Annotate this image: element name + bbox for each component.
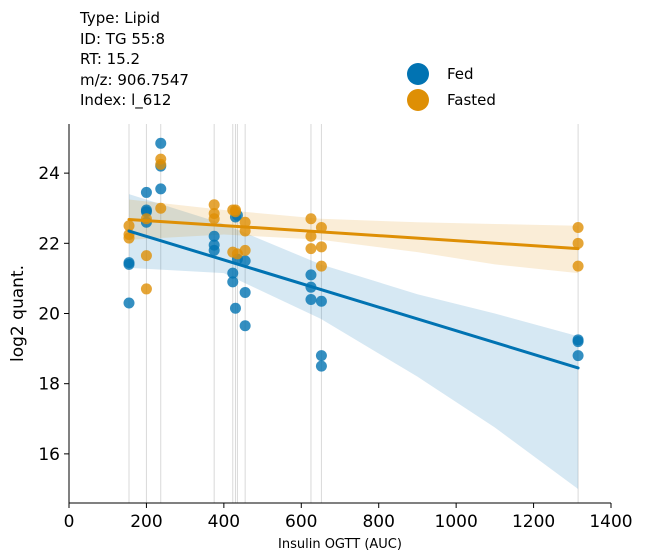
point-fasted-3 bbox=[140, 213, 152, 225]
point-fed-1 bbox=[123, 258, 135, 270]
point-fed-9 bbox=[155, 183, 167, 195]
x-axis-title: Insulin OGTT (AUC) bbox=[278, 537, 402, 552]
point-fed-22 bbox=[305, 269, 317, 281]
rt-label: RT: 15.2 bbox=[80, 50, 141, 68]
point-fasted-21 bbox=[305, 230, 317, 242]
metadata-block: Type: Lipid ID: TG 55:8 RT: 15.2 m/z: 90… bbox=[80, 8, 189, 111]
fit-line-fasted bbox=[127, 217, 580, 251]
point-fasted-27 bbox=[572, 237, 584, 249]
regression-lines bbox=[127, 217, 580, 370]
type-label: Type: Lipid bbox=[80, 9, 161, 27]
point-fed-27 bbox=[315, 360, 327, 372]
point-fasted-11 bbox=[208, 213, 220, 225]
point-fed-3 bbox=[140, 186, 152, 198]
x-tick-label-400: 400 bbox=[208, 512, 240, 532]
index-label: Index: l_612 bbox=[80, 91, 172, 109]
y-tick-label-20: 20 bbox=[38, 305, 60, 325]
point-fed-30 bbox=[572, 350, 584, 362]
point-fed-20 bbox=[239, 286, 251, 298]
point-fed-21 bbox=[239, 320, 251, 332]
point-fasted-19 bbox=[239, 244, 251, 256]
point-fed-14 bbox=[227, 276, 239, 288]
x-tick-label-1200: 1200 bbox=[512, 512, 555, 532]
point-fasted-8 bbox=[155, 202, 167, 214]
x-tick-label-600: 600 bbox=[285, 512, 317, 532]
point-fed-12 bbox=[208, 244, 220, 256]
point-fasted-2 bbox=[123, 232, 135, 244]
x-tick-label-200: 200 bbox=[130, 512, 162, 532]
point-fasted-24 bbox=[315, 241, 327, 253]
point-fasted-22 bbox=[305, 243, 317, 255]
y-tick-label-24: 24 bbox=[38, 164, 60, 184]
point-fasted-9 bbox=[208, 199, 220, 211]
point-fed-13 bbox=[227, 267, 239, 279]
point-fed-29 bbox=[572, 336, 584, 348]
point-fasted-15 bbox=[229, 206, 241, 218]
legend-marker-fasted bbox=[407, 89, 429, 111]
legend-marker-fed bbox=[407, 63, 429, 85]
point-fed-26 bbox=[315, 350, 327, 362]
point-fasted-4 bbox=[140, 250, 152, 262]
ci-band-fed bbox=[129, 194, 579, 489]
point-fasted-5 bbox=[140, 283, 152, 295]
id-label: ID: TG 55:8 bbox=[80, 29, 166, 48]
point-fasted-0 bbox=[123, 220, 135, 232]
point-fasted-7 bbox=[155, 158, 167, 170]
y-tick-label-18: 18 bbox=[38, 375, 60, 395]
point-fed-2 bbox=[123, 297, 135, 309]
y-tick-label-22: 22 bbox=[38, 234, 60, 254]
legend-label-fed: Fed bbox=[447, 65, 474, 83]
y-tick-label-16: 16 bbox=[38, 445, 60, 465]
point-fed-25 bbox=[315, 295, 327, 307]
point-fed-7 bbox=[155, 137, 167, 149]
x-tick-label-1400: 1400 bbox=[589, 512, 632, 532]
point-fed-19 bbox=[239, 255, 251, 267]
point-fasted-26 bbox=[572, 222, 584, 234]
x-tick-label-1000: 1000 bbox=[435, 512, 478, 532]
y-ticks: 16 18 20 22 24 bbox=[38, 164, 69, 465]
point-fasted-17 bbox=[239, 216, 251, 228]
point-fasted-28 bbox=[572, 260, 584, 272]
confidence-bands bbox=[129, 194, 579, 489]
legend: Fed Fasted bbox=[407, 63, 496, 111]
x-tick-label-800: 800 bbox=[362, 512, 394, 532]
legend-label-fasted: Fasted bbox=[447, 91, 496, 109]
point-fasted-25 bbox=[315, 260, 327, 272]
point-fed-16 bbox=[229, 302, 241, 314]
point-fasted-20 bbox=[305, 213, 317, 225]
mz-label: m/z: 906.7547 bbox=[80, 70, 189, 89]
x-tick-label-0: 0 bbox=[64, 512, 75, 532]
point-fed-24 bbox=[305, 293, 317, 305]
x-ticks: 0 200 400 600 800 1000 1200 1400 bbox=[64, 503, 633, 532]
fit-line-fed bbox=[127, 229, 580, 370]
point-fed-10 bbox=[208, 230, 220, 242]
y-axis-title: log2 quant. bbox=[8, 265, 28, 362]
